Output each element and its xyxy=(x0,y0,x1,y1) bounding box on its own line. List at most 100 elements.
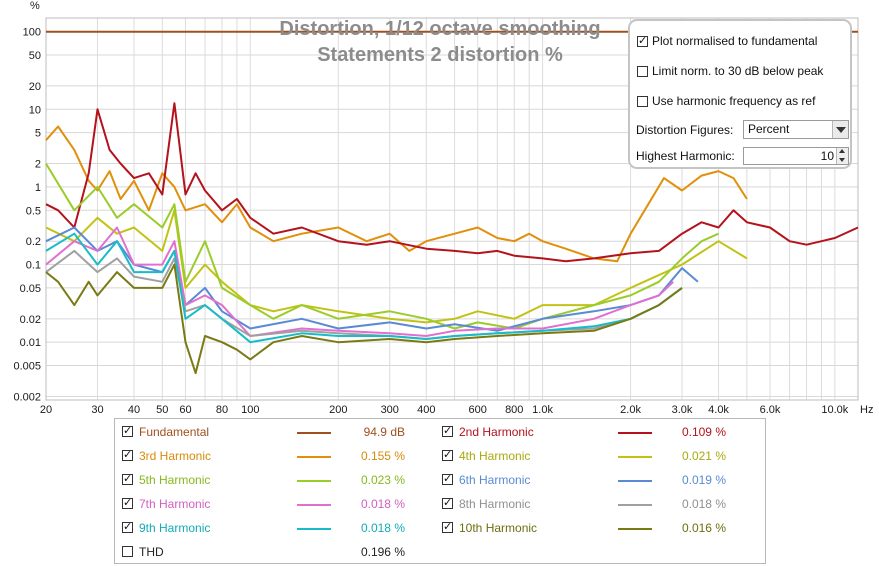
chart-title: Distortion, 1/12 octave smoothing xyxy=(279,18,600,40)
legend-value: 0.018 % xyxy=(360,521,405,535)
x-tick-label: 20 xyxy=(40,404,52,416)
x-tick-label: 60 xyxy=(179,404,191,416)
legend-swatch xyxy=(297,432,331,434)
x-tick-label: 400 xyxy=(417,404,435,416)
limit-norm-option[interactable]: Limit norm. to 30 dB below peak xyxy=(637,64,823,78)
x-tick-label: 800 xyxy=(505,404,523,416)
x-tick-label: 3.0k xyxy=(672,404,693,416)
x-tick-label: 4.0k xyxy=(708,404,729,416)
x-tick-label: 30 xyxy=(91,404,103,416)
legend-value: 0.021 % xyxy=(681,449,726,463)
stepper-buttons[interactable] xyxy=(836,148,848,164)
distortion-figures-select[interactable]: Percent xyxy=(743,120,849,139)
highest-harmonic-label: Highest Harmonic: xyxy=(636,149,735,163)
legend-checkbox-5th-harmonic[interactable] xyxy=(122,472,133,485)
legend-swatch xyxy=(297,504,331,506)
legend-panel: Fundamental 94.9 dB 2nd Harmonic 0.109 % 3rd… xyxy=(114,418,766,564)
x-tick-label: 50 xyxy=(156,404,168,416)
y-unit-label: % xyxy=(30,0,40,12)
y-tick-label: 50 xyxy=(29,50,41,62)
legend-item-5th-harmonic[interactable]: 5th Harmonic 0.023 % xyxy=(122,472,405,488)
legend-item-8th-harmonic[interactable]: 8th Harmonic 0.018 % xyxy=(442,496,726,512)
distortion-figures-label: Distortion Figures: xyxy=(636,123,734,137)
y-tick-label: 0.02 xyxy=(20,314,41,326)
legend-item-7th-harmonic[interactable]: 7th Harmonic 0.018 % xyxy=(122,496,405,512)
legend-checkbox-thd[interactable] xyxy=(122,546,133,557)
legend-swatch xyxy=(618,432,652,434)
legend-checkbox-6th-harmonic[interactable] xyxy=(442,472,453,485)
legend-swatch xyxy=(618,480,652,482)
legend-name: 2nd Harmonic xyxy=(459,425,534,439)
legend-name: 8th Harmonic xyxy=(459,497,531,511)
y-tick-label: 0.5 xyxy=(26,205,41,217)
x-tick-label: 2.0k xyxy=(620,404,641,416)
plot-normalised-option[interactable]: Plot normalised to fundamental xyxy=(637,34,817,48)
y-tick-label: 0.2 xyxy=(26,236,41,248)
legend-item-10th-harmonic[interactable]: 10th Harmonic 0.016 % xyxy=(442,520,726,536)
limit-norm-label: Limit norm. to 30 dB below peak xyxy=(652,64,824,78)
legend-value: 0.018 % xyxy=(360,497,405,511)
legend-value: 94.9 dB xyxy=(363,425,405,439)
y-tick-label: 0.005 xyxy=(13,361,41,373)
y-tick-label: 5 xyxy=(35,128,41,140)
legend-item-2nd-harmonic[interactable]: 2nd Harmonic 0.109 % xyxy=(442,424,726,440)
limit-norm-checkbox[interactable] xyxy=(637,65,648,77)
legend-checkbox-4th-harmonic[interactable] xyxy=(442,448,453,461)
harmonic-ref-label: Use harmonic frequency as ref xyxy=(652,94,816,108)
x-tick-label: 600 xyxy=(469,404,487,416)
legend-checkbox-7th-harmonic[interactable] xyxy=(122,496,133,509)
highest-harmonic-value: 10 xyxy=(820,149,834,163)
legend-item-9th-harmonic[interactable]: 9th Harmonic 0.018 % xyxy=(122,520,405,536)
legend-swatch xyxy=(618,528,652,530)
y-tick-label: 0.01 xyxy=(20,337,41,349)
highest-harmonic-stepper[interactable]: 10 xyxy=(743,147,849,165)
y-tick-label: 0.002 xyxy=(13,391,41,403)
legend-value: 0.109 % xyxy=(681,425,726,439)
legend-checkbox-9th-harmonic[interactable] xyxy=(122,520,133,533)
x-tick-label: 200 xyxy=(329,404,347,416)
legend-name: 9th Harmonic xyxy=(139,521,211,535)
legend-checkbox-8th-harmonic[interactable] xyxy=(442,496,453,509)
increment-arrow-icon[interactable] xyxy=(839,149,845,153)
legend-value: 0.018 % xyxy=(681,497,726,511)
plot-frame xyxy=(45,17,859,401)
decrement-arrow-icon[interactable] xyxy=(839,158,845,162)
x-tick-label: 40 xyxy=(128,404,140,416)
y-tick-label: 0.1 xyxy=(26,260,41,272)
x-tick-label: 10.0k xyxy=(821,404,848,416)
legend-checkbox-2nd-harmonic[interactable] xyxy=(442,424,453,437)
series-line-7th-harmonic xyxy=(45,226,674,337)
legend-item-4th-harmonic[interactable]: 4th Harmonic 0.021 % xyxy=(442,448,726,464)
legend-checkbox-10th-harmonic[interactable] xyxy=(442,520,453,533)
chevron-down-icon[interactable] xyxy=(832,121,848,138)
legend-item-6th-harmonic[interactable]: 6th Harmonic 0.019 % xyxy=(442,472,726,488)
legend-checkbox-3rd-harmonic[interactable] xyxy=(122,448,133,461)
series-line-5th-harmonic xyxy=(45,163,719,330)
legend-value: 0.155 % xyxy=(360,449,405,463)
legend-value: 0.023 % xyxy=(360,473,405,487)
y-tick-label: 20 xyxy=(29,81,41,93)
legend-name: 4th Harmonic xyxy=(459,449,531,463)
legend-name: 3rd Harmonic xyxy=(139,449,212,463)
plot-normalised-checkbox[interactable] xyxy=(637,34,648,47)
legend-swatch xyxy=(297,528,331,530)
legend-value: 0.016 % xyxy=(681,521,726,535)
legend-item-fundamental[interactable]: Fundamental 94.9 dB xyxy=(122,424,405,440)
legend-checkbox-fundamental[interactable] xyxy=(122,424,133,437)
chart-subtitle: Statements 2 distortion % xyxy=(317,44,563,66)
legend-swatch xyxy=(618,504,652,506)
legend-name: THD xyxy=(139,545,164,559)
options-panel: Plot normalised to fundamental Limit nor… xyxy=(628,19,852,169)
legend-item-3rd-harmonic[interactable]: 3rd Harmonic 0.155 % xyxy=(122,448,405,464)
legend-item-thd[interactable]: THD 0.196 % xyxy=(122,544,405,560)
series-line-9th-harmonic xyxy=(45,232,683,344)
x-unit-label: Hz xyxy=(860,404,873,416)
legend-name: 6th Harmonic xyxy=(459,473,531,487)
series-line-8th-harmonic xyxy=(45,249,683,340)
series-line-6th-harmonic xyxy=(45,226,699,332)
harmonic-ref-checkbox[interactable] xyxy=(637,95,648,107)
legend-name: 5th Harmonic xyxy=(139,473,211,487)
legend-name: 7th Harmonic xyxy=(139,497,211,511)
harmonic-ref-option[interactable]: Use harmonic frequency as ref xyxy=(637,94,815,108)
x-tick-label: 6.0k xyxy=(760,404,781,416)
